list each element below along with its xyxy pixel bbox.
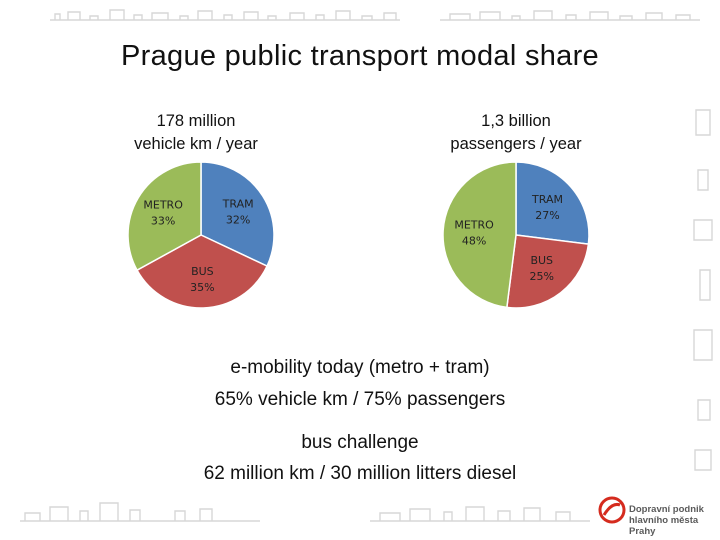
dpp-logo-text: Dopravní podnik hlavního města Prahy: [629, 504, 720, 537]
bus-challenge-detail: 62 million km / 30 million litters diese…: [203, 463, 517, 484]
chart-1-title-line1: 178 million: [156, 112, 236, 130]
logo-line1: Dopravní podnik: [629, 504, 704, 515]
slide-title: Prague public transport modal share: [121, 40, 599, 72]
emobility-title: e-mobility today (metro + tram): [230, 357, 490, 378]
pie-slice-tram: [515, 161, 590, 245]
decorative-border-bottom: [20, 502, 590, 522]
chart-2-title-line1: 1,3 billion: [481, 112, 551, 130]
chart-2-title-line2: passengers / year: [450, 135, 582, 153]
slice-value-metro: 48%: [462, 234, 486, 247]
pie-chart-vehicle-km: TRAM 32% BUS 35% METRO 33%: [127, 161, 275, 309]
decorative-border-right: [693, 109, 713, 471]
pie-slice-tram: [200, 161, 275, 268]
slice-value-bus: 25%: [530, 270, 554, 283]
slice-label-bus: BUS: [530, 254, 553, 267]
pie-slice-metro: [127, 161, 202, 272]
chart-1-title-line2: vehicle km / year: [134, 135, 258, 153]
slice-value-bus: 35%: [190, 281, 214, 294]
slice-label-metro: METRO: [143, 199, 183, 212]
slice-label-bus: BUS: [191, 265, 214, 278]
logo-line2: hlavního města Prahy: [629, 515, 699, 537]
decorative-border-top: [50, 9, 700, 21]
emobility-detail: 65% vehicle km / 75% passengers: [214, 389, 506, 410]
slice-value-tram: 32%: [226, 213, 250, 226]
pie-slice-bus: [506, 234, 590, 309]
pie-slice-bus: [136, 234, 269, 309]
chart-1-title: 178 million vehicle km / year: [76, 110, 316, 156]
slice-value-metro: 33%: [151, 215, 175, 228]
slice-label-tram: TRAM: [222, 197, 254, 210]
pie-slice-metro: [442, 161, 517, 309]
slice-label-tram: TRAM: [531, 193, 563, 206]
bus-challenge-title: bus challenge: [301, 432, 419, 453]
slice-value-tram: 27%: [535, 209, 559, 222]
dpp-logo-icon: [598, 496, 626, 524]
chart-2-title: 1,3 billion passengers / year: [396, 110, 636, 156]
slice-label-metro: METRO: [454, 218, 494, 231]
pie-chart-passengers: TRAM 27% BUS 25% METRO 48%: [442, 161, 590, 309]
